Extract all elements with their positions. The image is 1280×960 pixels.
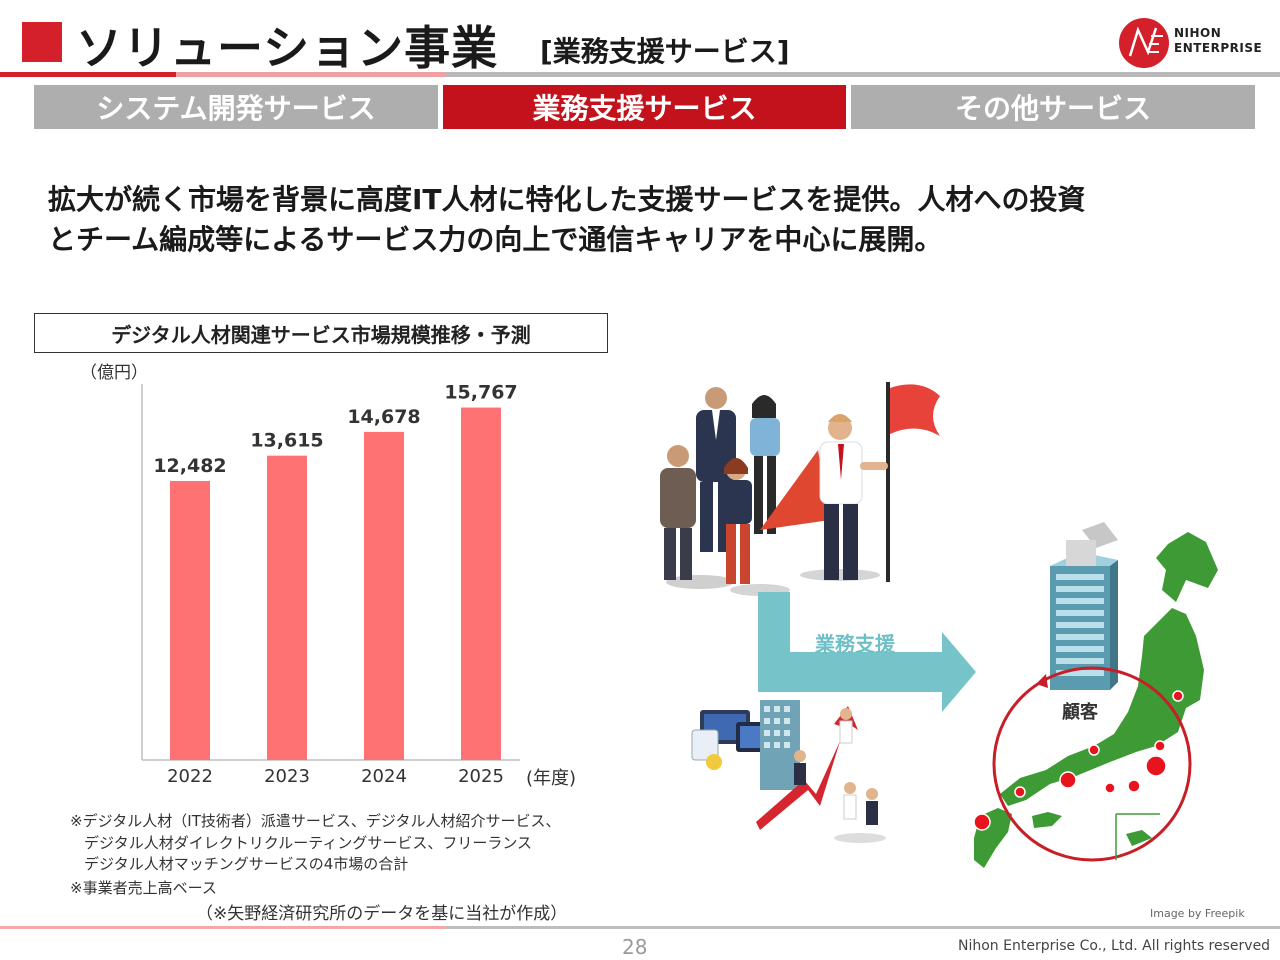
right-arrow-icon bbox=[758, 592, 976, 712]
orbit-circle bbox=[992, 666, 1192, 862]
header-divider bbox=[0, 72, 1280, 77]
footnote-2: デジタル人材ダイレクトリクルーティングサービス、フリーランス bbox=[84, 834, 533, 852]
japan-map bbox=[974, 532, 1218, 868]
page-number: 28 bbox=[622, 935, 648, 959]
x-tick-2024: 2024 bbox=[361, 766, 407, 787]
y-axis-label: （億円） bbox=[80, 363, 148, 383]
footer-divider bbox=[0, 926, 1280, 929]
logo-text-line2: ENTERPRISE bbox=[1174, 41, 1263, 55]
business-support-illustration bbox=[660, 382, 1218, 868]
location-markers bbox=[973, 690, 1184, 831]
customer-building-illustration bbox=[1050, 522, 1118, 690]
x-tick-2025: 2025 bbox=[458, 766, 504, 787]
bar-2025 bbox=[461, 407, 501, 760]
footnote-4: ※事業者売上高ベース bbox=[70, 879, 217, 897]
data-source-note: （※矢野経済研究所のデータを基に当社が作成） bbox=[196, 904, 568, 924]
tab-other-services[interactable]: その他サービス bbox=[851, 85, 1255, 129]
customer-label: 顧客 bbox=[1062, 702, 1098, 723]
bar-2023 bbox=[267, 455, 307, 760]
title-marker bbox=[22, 22, 62, 62]
team-people-illustration bbox=[660, 382, 940, 596]
lead-line-1: 拡大が続く市場を背景に高度IT人材に特化した支援サービスを提供。人材への投資 bbox=[48, 183, 1086, 216]
x-tick-2022: 2022 bbox=[167, 766, 213, 787]
x-axis-label: (年度) bbox=[526, 768, 576, 789]
chart-title: デジタル人材関連サービス市場規模推移・予測 bbox=[34, 313, 608, 353]
bar-2022 bbox=[170, 480, 210, 760]
footnote-1: ※デジタル人材（IT技術者）派遣サービス、デジタル人材紹介サービス、 bbox=[70, 812, 561, 830]
footnote-3: デジタル人材マッチングサービスの4市場の合計 bbox=[84, 855, 409, 873]
footer-divider-accent bbox=[0, 926, 446, 929]
data-label-2023: 13,615 bbox=[250, 430, 323, 452]
arrow-label: 業務支援 bbox=[815, 632, 895, 656]
copyright: Nihon Enterprise Co., Ltd. All rights re… bbox=[958, 938, 1271, 954]
data-label-2024: 14,678 bbox=[347, 406, 420, 428]
data-label-2025: 15,767 bbox=[444, 382, 517, 404]
company-logo bbox=[1119, 18, 1169, 68]
tab-business-support[interactable]: 業務支援サービス bbox=[443, 85, 846, 129]
lead-line-2: とチーム編成等によるサービス力の向上で通信キャリアを中心に展開。 bbox=[48, 223, 943, 256]
header-divider-accent bbox=[0, 72, 176, 77]
page-title: ソリューション事業 bbox=[76, 21, 499, 75]
growth-business-illustration bbox=[691, 700, 886, 843]
bar-2024 bbox=[364, 431, 404, 760]
lead-text: 拡大が続く市場を背景に高度IT人材に特化した支援サービスを提供。人材への投資 と… bbox=[48, 180, 1248, 260]
page-subtitle: [業務支援サービス] bbox=[540, 35, 790, 68]
image-credit: Image by Freepik bbox=[1150, 907, 1245, 920]
x-tick-2023: 2023 bbox=[264, 766, 310, 787]
data-label-2022: 12,482 bbox=[153, 455, 226, 477]
logo-text-line1: NIHON bbox=[1174, 26, 1222, 40]
tab-system-development[interactable]: システム開発サービス bbox=[34, 85, 438, 129]
header-divider-accent-light bbox=[176, 72, 446, 77]
bar-chart: （億円） 12,482 2022 13,615 2023 14,678 2024 15,767… bbox=[80, 363, 576, 789]
